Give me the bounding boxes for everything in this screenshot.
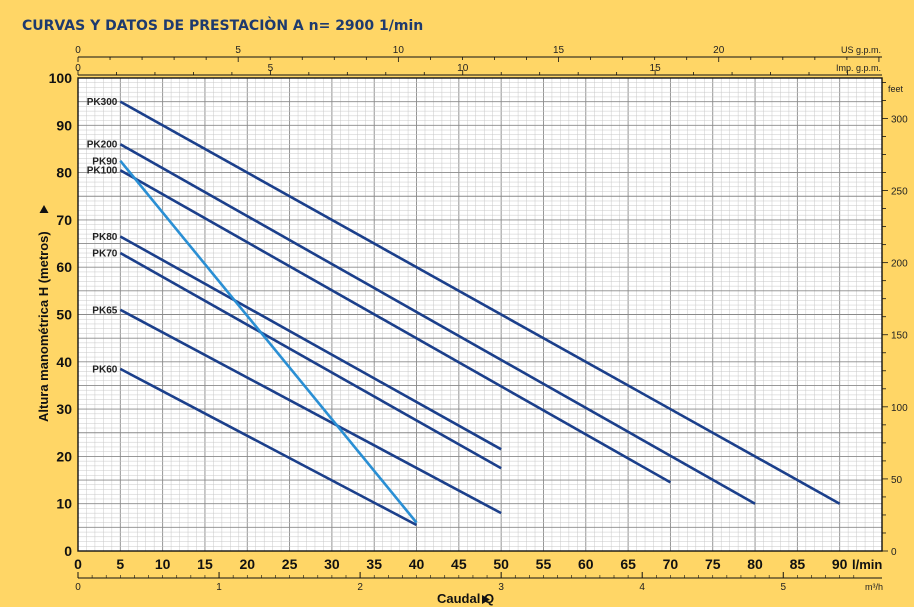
m3h-tick-label: 0 <box>75 582 81 593</box>
feet-tick-label: 0 <box>891 547 897 558</box>
x-tick-label: 5 <box>116 556 124 572</box>
x-tick-label: 75 <box>705 556 721 572</box>
us-gpm-tick-label: 10 <box>393 45 405 56</box>
imp-gpm-tick-label: 0 <box>75 63 81 74</box>
m3h-tick-label: 2 <box>357 582 363 593</box>
y-tick-label: 0 <box>64 543 72 559</box>
imp-gpm-tick-label: 15 <box>650 63 662 74</box>
feet-tick-label: 200 <box>891 259 908 270</box>
x-tick-label: 10 <box>155 556 171 572</box>
series-line-pk80 <box>119 235 502 451</box>
x-tick-label: 45 <box>451 556 467 572</box>
series-line-pk70 <box>119 251 502 470</box>
x-tick-label: 90 <box>832 556 848 572</box>
m3h-tick-label: 5 <box>780 582 786 593</box>
x-axis-label: Caudal Q <box>437 591 494 606</box>
y-tick-label: 30 <box>56 401 72 417</box>
us-gpm-unit: US g.p.m. <box>841 45 881 55</box>
lmin-unit: l/min <box>852 557 882 572</box>
x-tick-label: 85 <box>790 556 806 572</box>
x-tick-label: 15 <box>197 556 213 572</box>
series-label-pk60: PK60 <box>92 364 117 375</box>
feet-unit: feet <box>888 84 904 94</box>
x-tick-label: 40 <box>409 556 425 572</box>
x-tick-label: 0 <box>74 556 82 572</box>
series-line-pk60 <box>119 367 418 527</box>
us-gpm-tick-label: 5 <box>235 45 241 56</box>
series-layer: PK300 PK200 PK100 PK80 PK70 PK65 PK60 PK90 <box>87 97 841 527</box>
y-axis-label: Altura manométrica H (metros) <box>36 231 51 422</box>
x-tick-label: 60 <box>578 556 594 572</box>
m3h-tick-label: 4 <box>639 582 645 593</box>
series-line-pk200 <box>119 143 756 505</box>
x-axis-arrow-icon <box>482 595 490 604</box>
feet-tick-label: 50 <box>891 475 903 486</box>
imp-gpm-tick-label: 5 <box>268 63 274 74</box>
feet-tick-label: 250 <box>891 187 908 198</box>
y-tick-label: 20 <box>56 448 72 464</box>
chart-title: CURVAS Y DATOS DE PRESTACIÒN A n= 2900 1… <box>22 16 423 34</box>
m3h-tick-label: 1 <box>216 582 222 593</box>
y-tick-label: 40 <box>56 354 72 370</box>
y-axis-arrow-icon <box>39 205 49 213</box>
y-tick-label: 60 <box>56 259 72 275</box>
m3h-unit: m³/h <box>865 582 883 592</box>
plot-frame <box>77 77 883 552</box>
x-tick-label: 65 <box>620 556 636 572</box>
series-line-pk90 <box>119 159 418 524</box>
y-tick-label: 10 <box>56 496 72 512</box>
series-line-pk65 <box>119 308 502 515</box>
us-gpm-tick-label: 0 <box>75 45 81 56</box>
imp-gpm-tick-label: 10 <box>457 63 469 74</box>
y-tick-label: 50 <box>56 307 72 323</box>
x-tick-label: 70 <box>663 556 679 572</box>
series-label-pk300: PK300 <box>87 97 118 108</box>
series-label-pk65: PK65 <box>92 305 117 316</box>
axes: 0 5 10 15 20 25 30 35 40 45 50 55 60 65 70 75 80 85 900102… <box>49 45 908 593</box>
series-label-pk90: PK90 <box>92 156 117 167</box>
feet-tick-label: 150 <box>891 331 908 342</box>
y-tick-label: 100 <box>49 70 73 86</box>
imp-gpm-unit: Imp. g.p.m. <box>836 63 881 73</box>
feet-tick-label: 300 <box>891 114 908 125</box>
y-tick-label: 70 <box>56 212 72 228</box>
x-tick-label: 55 <box>536 556 552 572</box>
feet-tick-label: 100 <box>891 403 908 414</box>
us-gpm-tick-label: 15 <box>553 45 565 56</box>
m3h-tick-label: 3 <box>498 582 504 593</box>
series-label-pk100: PK100 <box>87 166 118 177</box>
x-tick-label: 80 <box>747 556 763 572</box>
y-tick-label: 90 <box>56 117 72 133</box>
series-line-pk100 <box>119 169 672 484</box>
x-tick-label: 20 <box>239 556 255 572</box>
x-tick-label: 35 <box>366 556 382 572</box>
series-label-pk200: PK200 <box>87 140 118 151</box>
us-gpm-tick-label: 20 <box>713 45 725 56</box>
series-label-pk70: PK70 <box>92 249 117 260</box>
series-label-pk80: PK80 <box>92 232 117 243</box>
x-tick-label: 25 <box>282 556 298 572</box>
y-tick-label: 80 <box>56 165 72 181</box>
grid <box>77 77 883 552</box>
x-tick-label: 50 <box>493 556 509 572</box>
x-tick-label: 30 <box>324 556 340 572</box>
series-line-pk300 <box>119 100 841 505</box>
